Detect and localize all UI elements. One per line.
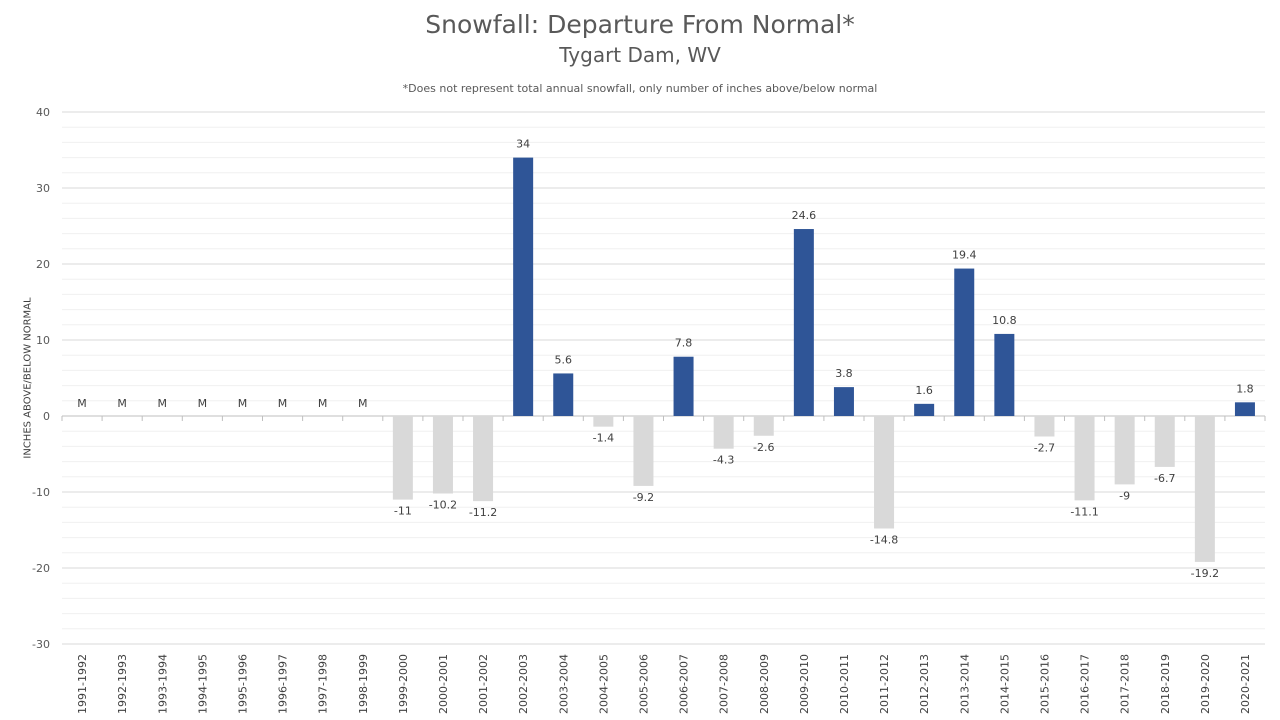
x-tick-label: 2011-2012 — [878, 654, 891, 714]
x-tick-label: 2016-2017 — [1079, 654, 1092, 714]
x-tick-label: 1997-1998 — [317, 654, 330, 714]
data-label: 1.6 — [915, 384, 933, 397]
data-label: 1.8 — [1236, 382, 1254, 395]
x-tick-label: 1994-1995 — [196, 654, 209, 714]
data-label: 34 — [516, 138, 530, 151]
chart-title: Snowfall: Departure From Normal* — [425, 10, 855, 39]
missing-data-label: M — [158, 397, 168, 410]
x-tick-label: 2000-2001 — [437, 654, 450, 714]
bar-negative — [713, 416, 734, 449]
data-label: -9 — [1119, 489, 1130, 502]
chart-subtitle: Tygart Dam, WV — [559, 43, 721, 67]
bar-negative — [1194, 416, 1215, 562]
x-tick-label: 2008-2009 — [758, 654, 771, 714]
x-tick-label: 2012-2013 — [918, 654, 931, 714]
bar-negative — [1154, 416, 1175, 467]
bar-positive — [553, 373, 574, 416]
bar-negative — [753, 416, 774, 436]
bar-negative — [1074, 416, 1095, 501]
bar-negative — [1114, 416, 1135, 485]
x-tick-label: 2009-2010 — [798, 654, 811, 714]
bar-negative — [432, 416, 453, 494]
x-tick-label: 2007-2008 — [718, 654, 731, 714]
data-label: 10.8 — [992, 314, 1017, 327]
x-tick-label: 2018-2019 — [1159, 654, 1172, 714]
bar-positive — [994, 333, 1015, 416]
x-tick-label: 2017-2018 — [1119, 654, 1132, 714]
bar-positive — [793, 229, 814, 416]
bar-positive — [833, 387, 854, 416]
bar-positive — [1234, 402, 1255, 416]
x-tick-label: 2019-2020 — [1199, 654, 1212, 714]
missing-data-label: M — [198, 397, 208, 410]
bar-negative — [593, 416, 614, 427]
bar-negative — [1034, 416, 1055, 437]
data-label: 7.8 — [675, 337, 693, 350]
bar-negative — [392, 416, 413, 500]
missing-data-label: M — [318, 397, 328, 410]
missing-data-label: M — [278, 397, 288, 410]
y-tick-label: -10 — [32, 486, 50, 499]
data-label: -6.7 — [1154, 472, 1175, 485]
missing-data-label: M — [77, 397, 87, 410]
x-tick-label: 1992-1993 — [116, 654, 129, 714]
x-tick-label: 1993-1994 — [156, 654, 169, 714]
y-tick-label: -30 — [32, 638, 50, 651]
y-tick-label: 30 — [36, 182, 50, 195]
x-tick-label: 2010-2011 — [838, 654, 851, 714]
x-tick-label: 2003-2004 — [557, 654, 570, 714]
x-tick-label: 2013-2014 — [958, 654, 971, 714]
data-label: -2.6 — [753, 441, 774, 454]
chart-note: *Does not represent total annual snowfal… — [402, 82, 878, 95]
x-tick-label: 1999-2000 — [397, 654, 410, 714]
data-label: -11.1 — [1070, 505, 1098, 518]
bar-positive — [673, 356, 694, 416]
bar-negative — [633, 416, 654, 486]
x-tick-label: 2001-2002 — [477, 654, 490, 714]
bar-negative — [473, 416, 494, 502]
x-tick-label: 2015-2016 — [1038, 654, 1051, 714]
data-label: 5.6 — [555, 353, 573, 366]
data-label: -1.4 — [593, 432, 614, 445]
x-tick-label: 2014-2015 — [998, 654, 1011, 714]
y-tick-label: 40 — [36, 106, 50, 119]
x-tick-label: 2004-2005 — [597, 654, 610, 714]
data-label: -4.3 — [713, 454, 734, 467]
data-label: -11 — [394, 505, 412, 518]
x-tick-label: 2006-2007 — [678, 654, 691, 714]
data-label: -10.2 — [429, 499, 457, 512]
x-tick-label: 1991-1992 — [76, 654, 89, 714]
x-tick-label: 1996-1997 — [277, 654, 290, 714]
bar-positive — [513, 157, 534, 416]
y-tick-label: 10 — [36, 334, 50, 347]
x-tick-label: 2020-2021 — [1239, 654, 1252, 714]
y-tick-label: 0 — [43, 410, 50, 423]
missing-data-label: M — [117, 397, 127, 410]
missing-data-label: M — [358, 397, 368, 410]
x-tick-label: 2002-2003 — [517, 654, 530, 714]
x-tick-label: 1998-1999 — [357, 654, 370, 714]
y-tick-label: -20 — [32, 562, 50, 575]
y-tick-label: 20 — [36, 258, 50, 271]
x-tick-label: 2005-2006 — [637, 654, 650, 714]
data-label: -19.2 — [1191, 567, 1219, 580]
missing-data-label: M — [238, 397, 248, 410]
bar-negative — [874, 416, 895, 529]
data-label: -14.8 — [870, 533, 898, 546]
data-label: -9.2 — [633, 491, 654, 504]
data-label: 24.6 — [792, 209, 817, 222]
data-label: -11.2 — [469, 506, 497, 519]
bar-positive — [954, 268, 975, 416]
data-label: 3.8 — [835, 367, 853, 380]
bar-positive — [914, 403, 935, 416]
data-label: -2.7 — [1034, 442, 1055, 455]
x-tick-label: 1995-1996 — [236, 654, 249, 714]
data-label: 19.4 — [952, 249, 977, 262]
